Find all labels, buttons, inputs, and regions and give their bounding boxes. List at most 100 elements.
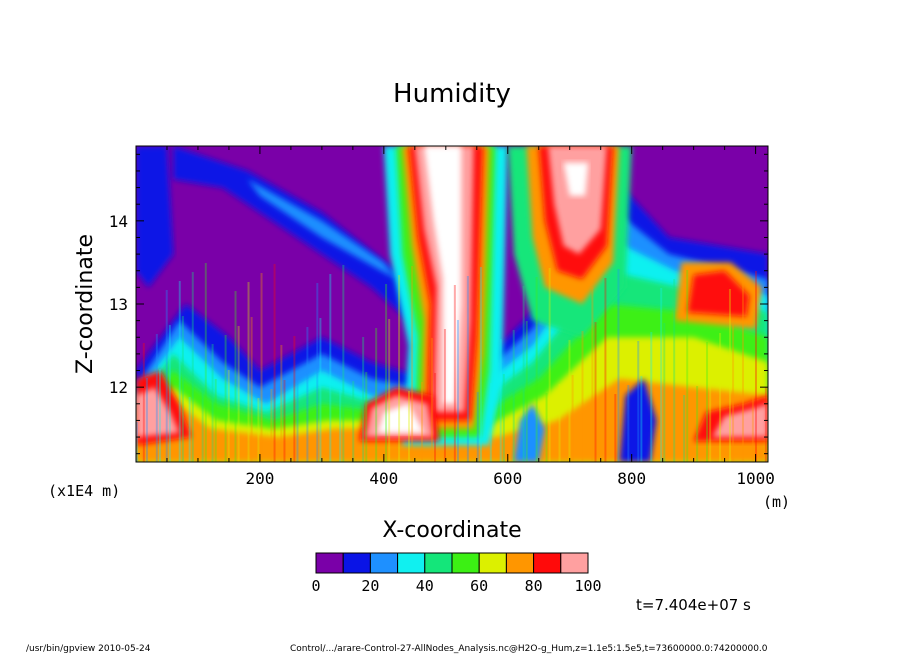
field-streak	[683, 395, 686, 462]
colorbar-swatch	[315, 552, 344, 574]
field-streak	[201, 388, 204, 462]
colorbar-swatch	[533, 552, 562, 574]
field-streak	[250, 317, 253, 462]
field-streak	[650, 332, 653, 462]
field-contour	[173, 146, 428, 338]
field-streak	[191, 272, 194, 462]
field-streak	[522, 286, 525, 462]
field-streak	[188, 397, 191, 462]
field-streak	[145, 378, 148, 462]
y-unit-label: (x1E4 m)	[48, 482, 120, 500]
colorbar-tick-label: 20	[361, 577, 379, 595]
field-streak	[686, 270, 689, 462]
field-streak	[227, 370, 230, 462]
colorbar: 0 20 40 60 80 100	[311, 552, 602, 595]
field-streak	[709, 377, 712, 462]
field-streak	[408, 391, 411, 462]
field-streak	[456, 320, 459, 462]
field-streak	[719, 333, 722, 462]
field-streak	[398, 275, 401, 462]
field-streak	[696, 386, 699, 462]
field-streak	[627, 385, 630, 462]
field-streak	[211, 344, 214, 462]
field-streak	[280, 345, 283, 462]
field-streak	[512, 330, 515, 462]
field-streak	[453, 285, 456, 462]
field-streak	[319, 318, 322, 462]
field-streak	[306, 327, 309, 462]
field-streak	[751, 396, 754, 462]
x-tick-label: 600	[493, 469, 522, 488]
field-streak	[443, 329, 446, 462]
field-streak	[155, 334, 158, 462]
x-tick-label: 200	[245, 469, 274, 488]
field-streak	[558, 384, 561, 462]
field-streak	[548, 268, 551, 462]
field-streak	[293, 336, 296, 462]
x-tick-label: 1000	[736, 469, 775, 488]
field-streak	[411, 266, 414, 462]
field-streak	[663, 323, 666, 462]
field-streak	[385, 284, 388, 462]
field-streak	[224, 335, 227, 462]
field-streak	[342, 265, 345, 462]
field-streak	[591, 287, 594, 462]
field-contour	[514, 403, 545, 462]
footer-left: /usr/bin/gpview 2010-05-24	[26, 644, 151, 654]
field-streak	[362, 337, 365, 462]
colorbar-swatch	[505, 552, 535, 574]
field-streak	[237, 326, 240, 462]
y-axis-title: Z-coordinate	[73, 234, 98, 374]
field-streak	[594, 322, 597, 462]
field-streak	[365, 372, 368, 462]
field-streak	[375, 328, 378, 462]
field-contour	[619, 378, 657, 462]
field-streak	[640, 376, 643, 462]
field-streak	[329, 274, 332, 462]
field-streak	[489, 383, 492, 462]
x-axis: 200 400 600 800 1000	[166, 146, 775, 488]
field-contour	[424, 146, 462, 404]
x-axis-title: X-coordinate	[382, 518, 521, 543]
field-streak	[571, 375, 574, 462]
colorbar-swatch	[451, 552, 480, 574]
field-streak	[388, 319, 391, 462]
field-streak	[158, 369, 161, 462]
field-streak	[525, 321, 528, 462]
field-streak	[165, 290, 168, 462]
x-tick-label: 800	[617, 469, 646, 488]
colorbar-tick-label: 0	[311, 577, 320, 595]
field-streak	[296, 371, 299, 462]
colorbar-swatch	[560, 552, 589, 574]
field-streak	[479, 267, 482, 462]
field-streak	[316, 283, 319, 462]
colorbar-tick-label: 100	[574, 577, 601, 595]
y-tick-label: 14	[109, 212, 128, 231]
colorbar-swatch	[342, 552, 371, 574]
field-streak	[283, 380, 286, 462]
colorbar-tick-label: 60	[470, 577, 488, 595]
field-streak	[181, 316, 184, 462]
x-tick-label: 400	[369, 469, 398, 488]
colorbar-swatch	[397, 552, 426, 574]
field-streak	[754, 271, 757, 462]
field-streak	[434, 373, 437, 462]
field-streak	[466, 276, 469, 462]
field-streak	[637, 341, 640, 462]
field-streak	[502, 374, 505, 462]
field-streak	[728, 289, 731, 462]
colorbar-swatch	[424, 552, 453, 574]
field-streak	[247, 282, 250, 462]
field-streak	[204, 263, 207, 462]
field-streak	[545, 393, 548, 462]
field-streak	[234, 291, 237, 462]
field-contour	[136, 387, 180, 438]
y-tick-label: 12	[109, 378, 128, 397]
field-streak	[764, 387, 767, 462]
field-contour	[136, 378, 768, 462]
field-streak	[430, 338, 433, 462]
field-streak	[614, 394, 617, 462]
footer-right: Control/.../arare-Control-27-AllNodes_An…	[290, 644, 768, 654]
field-contour	[548, 146, 607, 255]
field-contour	[687, 270, 750, 317]
